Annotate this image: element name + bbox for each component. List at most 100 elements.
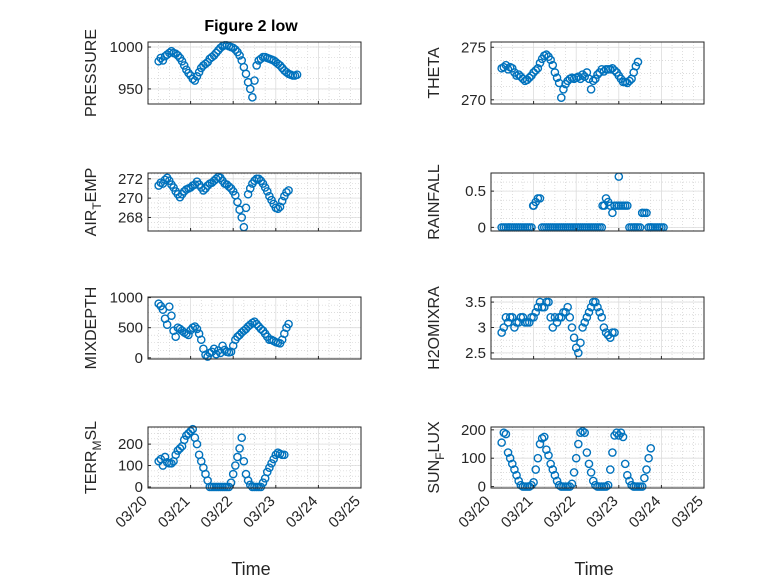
figure-title: Figure 2 low — [204, 18, 298, 35]
data-point — [588, 476, 598, 486]
data-point — [162, 320, 172, 329]
data-point — [535, 194, 545, 203]
data-point — [177, 56, 187, 66]
data-point — [237, 433, 247, 443]
subplot-theta: 270 275 THETA — [426, 39, 705, 109]
y-tick-label: 0 — [135, 479, 143, 496]
data-point — [539, 432, 549, 442]
data-point — [171, 450, 180, 460]
data-point — [250, 76, 259, 85]
data-point — [275, 202, 285, 212]
y-axis-label-tail: EMP — [83, 168, 100, 203]
data-point — [256, 324, 266, 334]
data-point — [548, 60, 558, 70]
y-axis-label: MIXDEPTH — [83, 287, 100, 370]
data-point — [565, 313, 575, 322]
data-point — [194, 67, 204, 77]
data-point — [580, 72, 590, 81]
data-point — [164, 302, 174, 311]
y-tick-label: 272 — [118, 171, 143, 188]
data-point — [608, 448, 617, 457]
data-point — [531, 307, 541, 317]
y-tick-label: 270 — [461, 92, 486, 109]
data-point — [544, 297, 553, 307]
data-point — [578, 70, 587, 79]
data-point — [552, 73, 562, 83]
data-point — [267, 459, 276, 468]
y-axis-label-tail: SL — [83, 421, 100, 441]
data-point — [239, 456, 249, 466]
y-tick-label: 500 — [118, 320, 143, 337]
data-point — [542, 445, 551, 454]
y-axis-label-subscript: F — [433, 453, 447, 460]
data-point — [593, 302, 602, 312]
data-point — [158, 56, 168, 65]
data-point — [610, 66, 619, 75]
data-point — [533, 63, 543, 73]
data-point — [576, 338, 585, 348]
x-tick-label: 03/24 — [283, 493, 322, 532]
data-point — [548, 465, 558, 474]
subplot-mixdepth: 0 500 1000 MIXDEPTH — [83, 287, 362, 370]
data-point — [226, 478, 236, 487]
axes-box — [490, 41, 705, 105]
data-point — [254, 174, 264, 184]
data-point — [262, 467, 272, 477]
x-axis-label-left: Time — [231, 559, 270, 579]
data-point — [539, 302, 549, 312]
y-tick-label: 0 — [478, 219, 486, 236]
data-point — [167, 46, 176, 56]
y-tick-label: 1000 — [110, 290, 143, 307]
data-point — [265, 463, 274, 472]
data-point — [192, 324, 202, 334]
data-point — [280, 450, 289, 460]
data-point — [518, 313, 528, 322]
data-point — [535, 439, 545, 449]
data-point — [499, 323, 509, 332]
y-tick-label: 200 — [118, 436, 143, 453]
data-point — [224, 482, 234, 492]
data-point — [252, 319, 261, 329]
data-point — [250, 176, 259, 186]
y-tick-label: 270 — [118, 190, 143, 207]
subplot-sun-flux: 0 100 200 03/20 03/21 03/22 03/23 03/24 03/25 SUN… — [426, 421, 707, 531]
y-tick-label: 3 — [478, 319, 486, 336]
data-point — [623, 201, 632, 210]
axes-box — [147, 172, 362, 232]
data-point — [569, 333, 579, 342]
data-point — [184, 330, 193, 340]
subplot-rainfall: 0 0.5 RAINFALL — [426, 164, 705, 240]
data-point — [605, 465, 615, 474]
data-point — [574, 72, 583, 81]
data-point — [275, 61, 285, 70]
y-axis-label: THETA — [426, 47, 443, 99]
data-point — [256, 54, 266, 64]
data-point — [497, 328, 506, 337]
data-point — [640, 473, 649, 483]
data-point — [586, 468, 596, 477]
data-point — [252, 61, 261, 70]
data-point — [499, 428, 509, 437]
data-point — [256, 482, 266, 492]
data-point — [605, 333, 615, 342]
x-tick-label: 03/20 — [112, 493, 151, 532]
y-axis-label-tail: LUX — [426, 421, 443, 452]
data-point — [156, 53, 166, 63]
data-point — [546, 55, 555, 65]
data-point — [620, 459, 630, 469]
data-point — [631, 61, 641, 71]
data-point — [231, 461, 240, 470]
data-point — [241, 69, 251, 79]
data-point — [644, 453, 653, 463]
data-point — [625, 476, 634, 486]
data-point — [188, 424, 198, 434]
subplot-pressure: 950 1000 PRESSURE — [83, 29, 362, 117]
y-tick-label: 200 — [461, 422, 486, 439]
data-point — [537, 434, 547, 443]
data-point — [552, 476, 562, 486]
data-point — [601, 328, 611, 337]
data-point — [533, 453, 543, 463]
y-axis-label-subscript: M — [90, 441, 104, 451]
y-axis-label-subscript: T — [90, 202, 104, 210]
